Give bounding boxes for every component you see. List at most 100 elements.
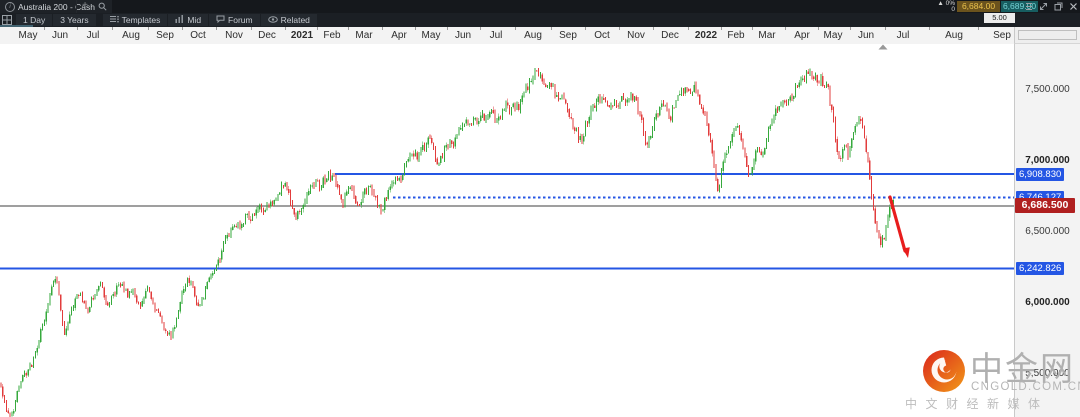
month-boundary-tick [585,27,586,30]
sell-price-button[interactable]: 6,684.00 [957,1,1000,12]
month-boundary-tick [251,27,252,30]
price-tick-label: 7,500.000 [1025,84,1070,96]
buy-price-button[interactable]: 6,689.00 [1001,1,1038,12]
layout-grid-icon[interactable] [2,15,12,25]
month-label: Aug [945,30,963,41]
month-boundary-tick [929,27,930,30]
month-label: Jul [489,30,503,41]
level-price-tag: 6,242.826 [1016,262,1065,276]
month-label: Aug [524,30,542,41]
timeframe-button[interactable]: 1 Day [16,14,53,26]
axis-corner[interactable] [1014,27,1080,44]
month-label: May [18,30,38,41]
month-boundary-tick [752,27,753,30]
month-boundary-tick [112,27,113,30]
month-label: Dec [258,30,276,41]
month-boundary-tick [818,27,819,30]
month-boundary-tick [182,27,183,30]
instrument-tab[interactable]: i Australia 200 - Cash [0,0,113,13]
close-icon[interactable] [1069,2,1078,11]
month-label: Sep [993,30,1011,41]
month-label: Jul [896,30,910,41]
price-tick-label: 7,000.000 [1025,155,1070,167]
popout-icon[interactable] [1054,2,1063,11]
month-label: Feb [727,30,745,41]
price-axis[interactable]: 7,500.000 7,000.000 6,500.000 6,000.000 5,50… [1014,44,1080,417]
price-tick-label: 6,000.000 [1025,297,1070,309]
search-icon[interactable] [98,2,107,11]
price-type-icon [175,14,184,26]
month-boundary-tick [721,27,722,30]
change-direction-icon: ▲ [937,0,944,7]
instrument-tab-label: Australia 200 - Cash [18,1,96,12]
range-button[interactable]: 3 Years [53,14,96,26]
month-label: Jun [857,30,875,41]
menu-icon[interactable] [1025,2,1033,11]
month-boundary-tick [551,27,552,30]
month-boundary-tick [44,27,45,30]
daily-change: ▲ 0% 0 [933,0,955,13]
month-boundary-tick [415,27,416,30]
templates-button-label: Templates [121,15,161,25]
forum-button[interactable]: Forum [209,14,260,26]
templates-icon [109,14,119,26]
month-boundary-tick [216,27,217,30]
date-axis[interactable]: May Jun Jul Aug Sep Oct Nov Dec 2021 Feb Mar Apr May… [0,27,1014,45]
month-boundary-tick [885,27,886,30]
month-label: Feb [323,30,341,41]
related-icon [267,14,278,26]
templates-button[interactable]: Templates [102,14,168,26]
timeframe-button-label: 1 Day [23,15,46,25]
level-price-tag: 6,908.830 [1016,167,1065,181]
month-label: Jun [51,30,69,41]
price-tick-label: 6,500.000 [1025,226,1070,238]
month-boundary-tick [480,27,481,30]
month-label: Apr [794,30,810,41]
month-boundary-tick [447,27,448,30]
scroll-position-indicator[interactable] [0,25,33,28]
month-label: May [823,30,843,41]
month-label: 2021 [290,30,314,41]
range-button-label: 3 Years [60,15,89,25]
month-label: Aug [122,30,140,41]
month-boundary-tick [515,27,516,30]
month-label: Oct [190,30,206,41]
month-label: Nov [225,30,243,41]
month-boundary-tick [285,27,286,30]
month-label: Mar [355,30,373,41]
month-label: Apr [391,30,407,41]
change-value: 0 [951,6,955,13]
month-boundary-tick [653,27,654,30]
spread-value: 5.00 [984,13,1015,23]
current-price-tag: 6,686.500 [1015,198,1075,214]
forum-icon [216,14,225,26]
related-button[interactable]: Related [260,14,317,26]
price-tick-label: 5,500.000 [1025,368,1070,379]
window-controls [1025,0,1078,13]
month-label: Oct [594,30,610,41]
month-boundary-tick [850,27,851,30]
price-type-button-label: Mid [187,15,202,25]
month-label: Jun [454,30,472,41]
change-percent: 0% [945,0,955,7]
price-type-button[interactable]: Mid [168,14,209,26]
candlestick-chart[interactable] [0,44,1014,417]
month-boundary-tick [688,27,689,30]
month-boundary-tick [382,27,383,30]
related-button-label: Related [280,15,310,25]
month-label: Sep [156,30,174,41]
month-label: Nov [627,30,645,41]
month-label: Dec [661,30,679,41]
month-boundary-tick [785,27,786,30]
month-boundary-tick [317,27,318,30]
month-label: Jul [86,30,100,41]
month-label: May [421,30,441,41]
month-boundary-tick [619,27,620,30]
month-label: Sep [559,30,577,41]
new-tab-button[interactable]: + [76,0,93,13]
month-label: 2022 [694,30,718,41]
month-boundary-tick [148,27,149,30]
expand-icon[interactable] [1039,2,1048,11]
